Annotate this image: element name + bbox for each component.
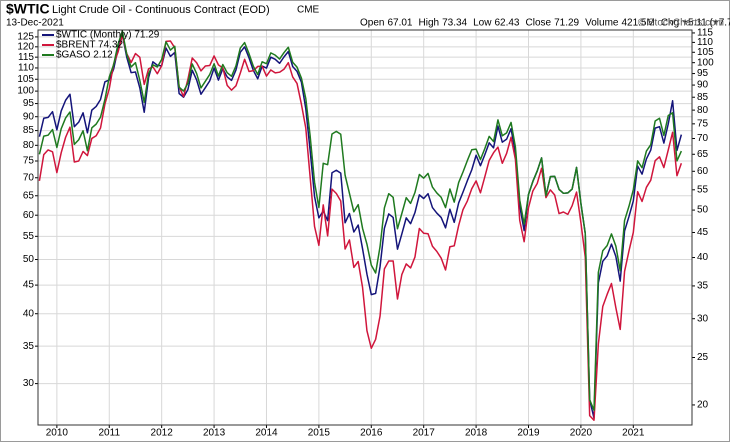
y2-tick-label: 110 [697,37,713,48]
y2-tick-label: 65 [697,149,709,160]
x-tick-label: 2014 [255,428,278,439]
y-tick-label: 95 [23,98,35,109]
y-tick-label: 60 [23,210,35,221]
series-line [38,30,683,412]
stat-value: 421.5M [621,18,654,29]
y-tick-label: 110 [18,63,34,74]
legend-label: $BRENT 74.32 [56,40,124,51]
stat-value: 62.43 [494,18,519,29]
y2-tick-label: 20 [697,400,709,411]
x-tick-label: 2017 [413,428,436,439]
y2-tick-label: 35 [697,281,709,292]
y-tick-label: 50 [23,254,35,265]
stat-label: Close [526,18,552,29]
symbol: $WTIC [6,1,50,17]
series-line [38,34,683,421]
stat-label: High [419,18,440,29]
y-tick-label: 105 [17,74,34,85]
stat-value: 67.01 [387,18,412,29]
stat-label: Open [360,18,384,29]
y2-tick-label: 40 [697,252,709,263]
stat-value: +5.11 (+7.72%) [682,18,730,29]
y2-tick-label: 105 [697,47,714,58]
y-tick-label: 40 [23,308,35,319]
y-tick-label: 85 [23,125,35,136]
y2-tick-label: 30 [697,313,709,324]
y2-tick-label: 70 [697,133,709,144]
x-tick-label: 2015 [308,428,331,439]
x-tick-label: 2012 [151,428,174,439]
date: 13-Dec-2021 [6,18,64,29]
y-tick-label: 120 [17,41,34,52]
y-tick-label: 45 [23,280,35,291]
y2-tick-label: 25 [697,352,709,363]
y2-tick-label: 90 [697,80,709,91]
y-tick-label: 55 [23,231,35,242]
x-tick-label: 2016 [360,428,383,439]
y2-tick-label: 50 [697,205,709,216]
y2-tick-label: 60 [697,166,709,177]
copyright: © StockCharts.com [638,18,724,29]
y-tick-label: 115 [18,52,34,63]
x-tick-label: 2020 [570,428,593,439]
y-tick-label: 65 [23,190,35,201]
exchange: CME [297,5,320,16]
stat-label: Volume [585,18,619,29]
x-tick-label: 2018 [465,428,488,439]
x-tick-label: 2021 [622,428,645,439]
stat-value: 73.34 [442,18,467,29]
stat-value: 71.29 [554,18,579,29]
x-tick-label: 2011 [99,428,121,439]
y-tick-label: 75 [23,156,35,167]
x-tick-label: 2013 [203,428,226,439]
y-tick-label: 125 [17,32,34,43]
y-tick-label: 100 [17,86,34,97]
y2-tick-label: 100 [697,57,714,68]
legend-label: $GASO 2.12 [56,50,113,61]
legend-label: $WTIC (Monthly) 71.29 [56,30,160,41]
stats: Open 67.01 High 73.34 Low 62.43 Close 71.29 Volu… [360,18,730,29]
y2-tick-label: 45 [697,227,709,238]
y-tick-label: 30 [23,378,35,389]
plot: 3035404550556065707580859095100105110115… [17,28,714,439]
y2-tick-label: 80 [697,105,709,116]
y-tick-label: 80 [23,140,35,151]
plot-border [37,29,693,426]
y-tick-label: 70 [23,172,35,183]
y2-tick-label: 115 [697,28,713,39]
y2-tick-label: 55 [697,184,709,195]
y2-tick-label: 75 [697,118,709,129]
stat-label: Low [473,18,492,29]
x-tick-label: 2019 [517,428,540,439]
stat-label: Chg [661,18,679,29]
y-tick-label: 90 [23,111,35,122]
x-tick-label: 2010 [46,428,69,439]
y-tick-label: 35 [23,341,35,352]
instrument-name: Light Crude Oil - Continuous Contract (E… [52,4,270,16]
y2-tick-label: 85 [697,92,709,103]
y2-tick-label: 95 [697,68,709,79]
